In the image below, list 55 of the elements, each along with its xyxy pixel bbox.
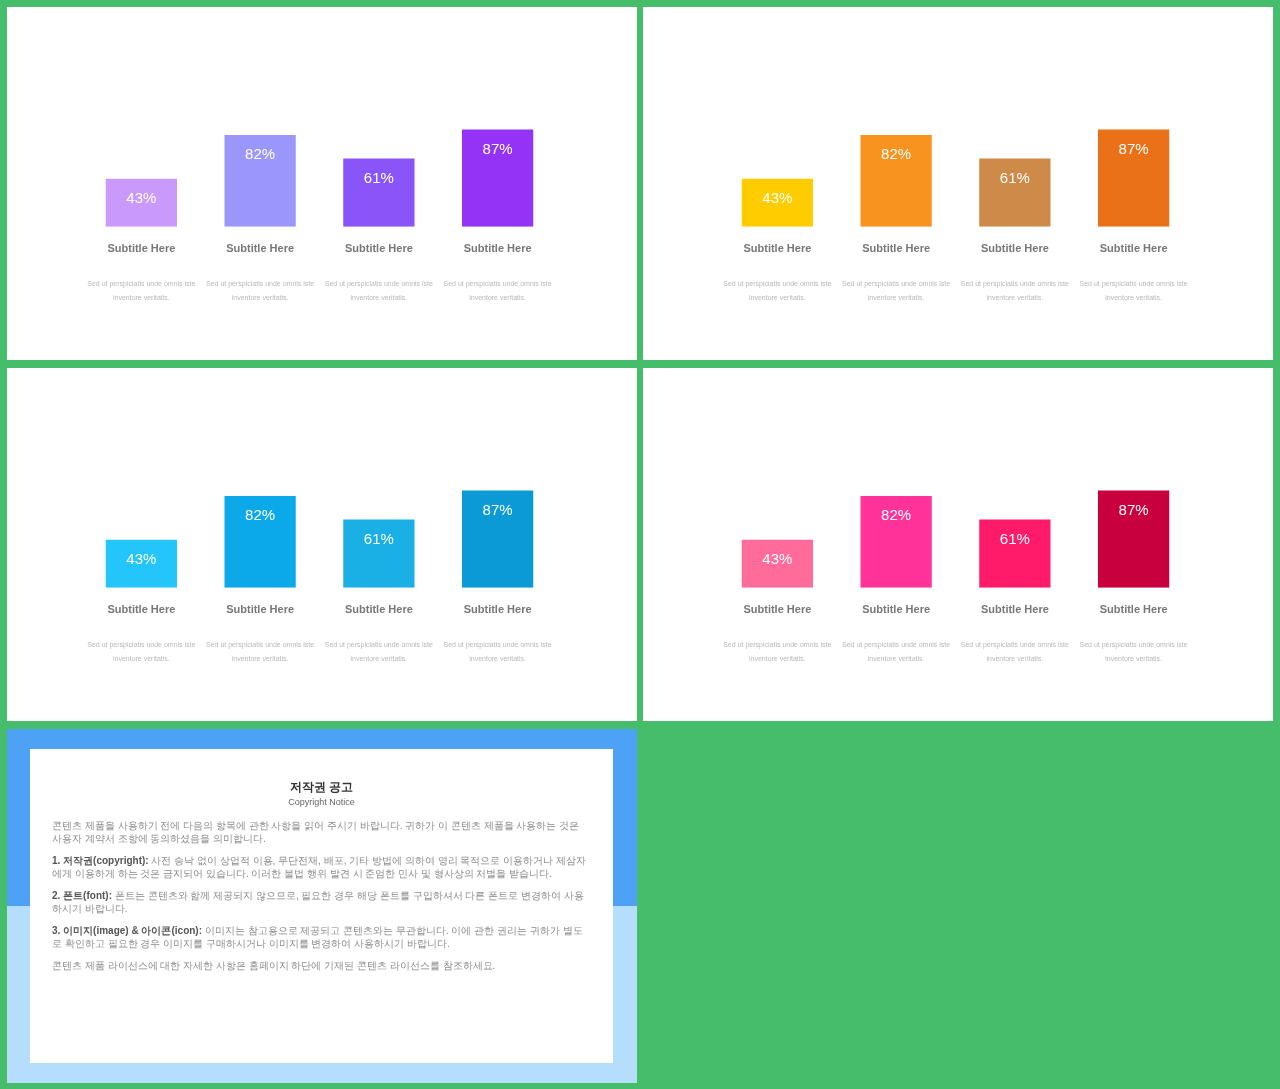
text: 1. 저작권(copyright): 사전 승낙 없이 상업적 이용, 무단전재, 배포, 기타 방법에 의하여 영리 목적으로 이용하거나 제삼자에게 이용하게 하는 것은 금지되어 있습니다. 이러한 불법 행위 발견 시 준엄한 민사 및 형사상의 처벌을 받습니다.	[52, 855, 586, 879]
data-label: 87%	[1118, 500, 1149, 518]
data-label: 87%	[1118, 139, 1149, 157]
data-label: 61%	[999, 168, 1030, 186]
x-tick-label: Subtitle Here	[463, 603, 532, 616]
bar	[741, 539, 813, 588]
bar	[105, 178, 177, 227]
x-tick-label: Subtitle Here	[226, 242, 295, 255]
x-tick-label: Subtitle Here	[743, 242, 812, 255]
x-tick-label: Subtitle Here	[107, 242, 176, 255]
text: 콘텐츠 제품 라이선스에 대한 자세한 사항은 홈페이지 하단에 기재된 콘텐츠 라이선스를 참조하세요.	[52, 960, 496, 971]
data-label: 87%	[482, 139, 513, 157]
bar	[105, 539, 177, 588]
bar	[462, 490, 534, 588]
text: Copyright Notice	[287, 797, 356, 807]
bar	[741, 178, 813, 227]
bar	[224, 135, 296, 227]
text: 저작권 공고	[288, 779, 355, 796]
x-tick-label: Subtitle Here	[743, 603, 812, 616]
data-label: 82%	[881, 145, 912, 163]
x-tick-label: Subtitle Here	[344, 242, 413, 255]
bar	[860, 135, 932, 227]
data-label: 61%	[363, 529, 394, 547]
x-tick-label: Subtitle Here	[1099, 242, 1168, 255]
x-tick-label: Subtitle Here	[344, 603, 413, 616]
data-label: 87%	[482, 500, 513, 518]
x-tick-label: Subtitle Here	[226, 603, 295, 616]
bar	[979, 158, 1051, 227]
data-label: 82%	[881, 506, 912, 524]
data-label: 82%	[245, 506, 276, 524]
x-tick-label: Subtitle Here	[1099, 603, 1168, 616]
bar	[1098, 129, 1170, 227]
bar	[343, 519, 415, 588]
text: 콘텐츠 제품을 사용하기 전에 다음의 항목에 관한 사항을 읽어 주시기 바랍니다. 귀하가 이 콘텐츠 제품을 사용하는 것은 사용자 계약서 조항에 동의하셨음을 의미합니다.	[52, 820, 580, 844]
bar	[343, 158, 415, 227]
x-tick-label: Subtitle Here	[980, 242, 1049, 255]
data-label: 43%	[762, 549, 793, 567]
data-label: 82%	[245, 145, 276, 163]
bar	[979, 519, 1051, 588]
bar	[1098, 490, 1170, 588]
x-tick-label: Subtitle Here	[107, 603, 176, 616]
bar	[224, 496, 296, 588]
x-tick-label: Subtitle Here	[862, 242, 931, 255]
data-label: 43%	[762, 188, 793, 206]
x-tick-label: Subtitle Here	[862, 603, 931, 616]
data-label: 43%	[126, 188, 157, 206]
data-label: 61%	[999, 529, 1030, 547]
text: 2. 폰트(font): 폰트는 콘텐츠와 함께 제공되지 않으므로, 필요한 경우 해당 폰트를 구입하셔서 다른 폰트로 변경하여 사용하시기 바랍니다.	[52, 890, 584, 914]
x-tick-label: Subtitle Here	[980, 603, 1049, 616]
data-label: 61%	[363, 168, 394, 186]
bar	[860, 496, 932, 588]
bar	[462, 129, 534, 227]
text: 3. 이미지(image) & 아이콘(icon): 이미지는 참고용으로 제공되고 콘텐츠와는 무관합니다. 이에 관한 권리는 귀하가 별도로 확인하고 필요한 경우 이미지를 구매하시거나 이미지를 변경하여 사용하시기 바랍니다.	[52, 925, 583, 949]
x-tick-label: Subtitle Here	[463, 242, 532, 255]
data-label: 43%	[126, 549, 157, 567]
